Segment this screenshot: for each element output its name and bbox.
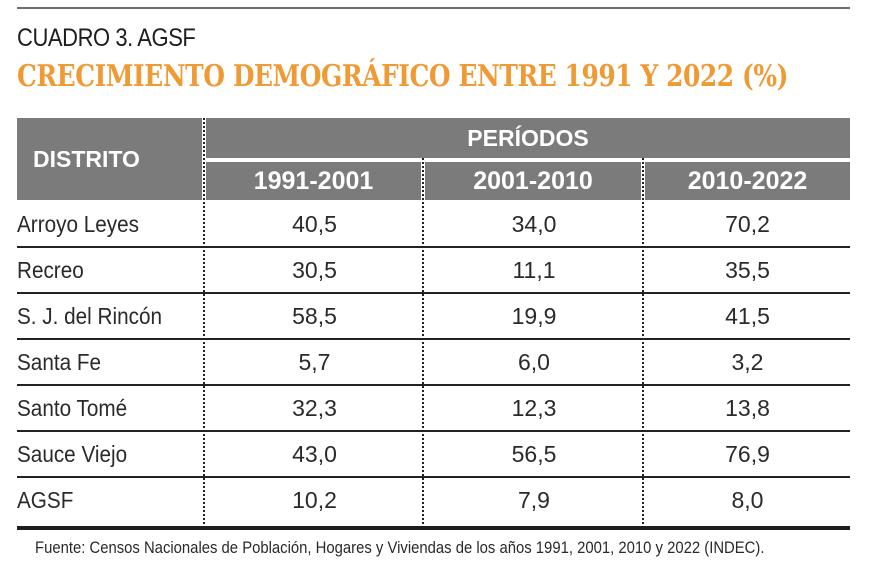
growth-value: 76,9 [725,440,770,467]
growth-value: 43,0 [292,440,337,467]
table-row: Arroyo Leyes 40,5 34,0 70,2 [17,201,850,247]
header-period-3: 2010-2022 [645,162,850,200]
district-name: Arroyo Leyes [17,210,139,237]
table-row: Santo Tomé 32,3 12,3 13,8 [17,385,850,431]
growth-value: 41,5 [725,302,770,329]
district-name: Recreo [17,256,84,283]
row-divider [17,384,850,386]
growth-value: 6,0 [518,348,550,375]
row-divider [17,476,850,478]
growth-value: 35,5 [725,256,770,283]
growth-value: 56,5 [511,440,557,467]
source-note: Fuente: Censos Nacionales de Población, … [35,539,765,557]
row-divider [17,430,850,432]
table-row: Sauce Viejo 43,0 56,5 76,9 [17,431,850,477]
district-name: AGSF [17,486,74,513]
table-row: Santa Fe 5,7 6,0 3,2 [17,339,850,385]
table-row: S. J. del Rincón 58,5 19,9 41,5 [17,293,850,339]
growth-value: 12,3 [511,394,557,421]
growth-value: 5,7 [298,348,331,375]
row-divider [17,292,850,294]
growth-value: 70,2 [725,210,770,237]
growth-value: 58,5 [292,302,337,329]
district-name: Santo Tomé [17,394,128,421]
header-periods: PERÍODOS [206,118,850,158]
column-divider [422,158,424,528]
header-period-2: 2001-2010 [425,162,641,200]
district-name: Santa Fe [17,348,102,375]
column-divider [203,118,205,528]
table-row: Recreo 30,5 11,1 35,5 [17,247,850,293]
growth-value: 32,3 [292,394,337,421]
row-divider [17,338,850,340]
growth-value: 11,1 [512,256,556,283]
growth-value: 7,9 [518,486,550,513]
district-name: Sauce Viejo [17,440,128,467]
bottom-rule [17,526,850,530]
page-title: CRECIMIENTO DEMOGRÁFICO ENTRE 1991 Y 202… [17,59,788,94]
growth-value: 8,0 [731,486,764,513]
column-divider [642,158,644,528]
table-label: CUADRO 3. AGSF [17,24,196,52]
header-district: DISTRITO [17,118,202,200]
district-name: S. J. del Rincón [17,302,162,329]
header-period-1: 1991-2001 [206,162,421,200]
row-divider [17,246,850,248]
growth-value: 40,5 [292,210,337,237]
growth-value: 10,2 [292,486,337,513]
top-rule [17,7,850,9]
growth-value: 34,0 [511,210,557,237]
growth-value: 3,2 [731,348,764,375]
table-row: AGSF 10,2 7,9 8,0 [17,477,850,523]
growth-value: 19,9 [511,302,557,329]
growth-value: 13,8 [725,394,770,421]
growth-value: 30,5 [292,256,337,283]
